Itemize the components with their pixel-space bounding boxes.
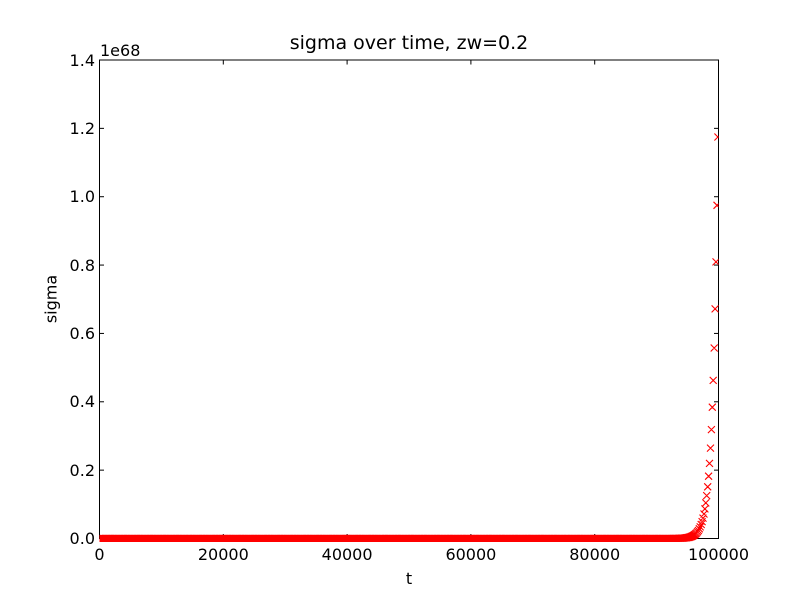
y-tick-label-7: 1.4	[69, 50, 95, 70]
x-tick-label-4: 80000	[569, 545, 621, 564]
x-tick-label-2: 40000	[321, 545, 373, 564]
y-tick-label-2: 0.4	[69, 392, 95, 412]
x-tick-label-5: 100000	[687, 545, 750, 564]
axes-frame	[99, 59, 719, 539]
chart-title: sigma over time, zw=0.2	[289, 32, 529, 54]
x-axis-label: t	[405, 569, 413, 588]
y-tick-label-1: 0.2	[69, 460, 95, 480]
x-tick-label-1: 20000	[197, 545, 249, 564]
y-tick-label-3: 0.6	[69, 323, 95, 343]
y-tick-label-6: 1.2	[69, 118, 95, 138]
y-tick-label-5: 1.0	[69, 187, 95, 207]
y-tick-label-0: 0.0	[69, 529, 95, 548]
x-tick-label-3: 60000	[445, 545, 497, 564]
x-tick-label-0: 0	[94, 545, 105, 564]
y-axis-label: sigma	[41, 274, 61, 324]
sigma-series-markers	[99, 133, 719, 542]
y-axis-offset-text: 1e68	[100, 41, 141, 60]
y-tick-label-4: 0.8	[69, 255, 95, 275]
